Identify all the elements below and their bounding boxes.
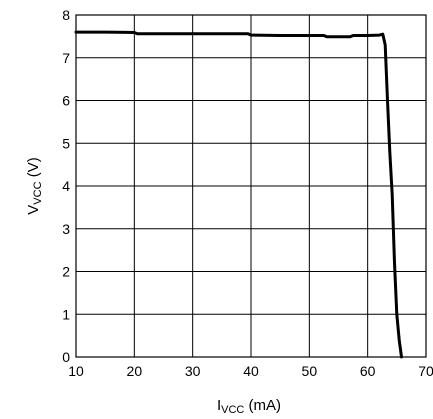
series — [74, 30, 403, 359]
x-tick-label: 30 — [185, 363, 201, 379]
x-tick-label: 60 — [360, 363, 376, 379]
x-axis-label-sub: VCC — [221, 404, 244, 416]
x-axis-label: IVCC (mA) — [217, 397, 281, 416]
x-axis-label-unit: (mA) — [244, 397, 281, 414]
x-tick-label: 10 — [68, 363, 84, 379]
x-tick-label: 50 — [302, 363, 318, 379]
grid — [75, 14, 427, 358]
y-tick-label: 5 — [62, 135, 70, 151]
y-axis-label-main: V — [25, 205, 42, 215]
y-tick-label: 6 — [62, 93, 70, 109]
x-tick-label: 40 — [243, 363, 259, 379]
y-tick-label: 0 — [62, 349, 70, 365]
y-axis-label-sub: VCC — [32, 181, 44, 204]
x-tick-labels: 10 20 30 40 50 60 70 — [68, 363, 433, 379]
plot-frame — [75, 14, 427, 358]
x-tick-label: 20 — [127, 363, 143, 379]
series-line-0 — [74, 30, 403, 359]
x-axis-label-main: I — [217, 397, 221, 414]
y-tick-label: 4 — [62, 178, 70, 194]
x-tick-label: 70 — [418, 363, 433, 379]
y-tick-label: 3 — [62, 221, 70, 237]
y-tick-label: 8 — [62, 7, 70, 23]
y-axis-label-unit: (V) — [25, 157, 42, 181]
y-tick-label: 2 — [62, 264, 70, 280]
y-tick-labels: 0 1 2 3 4 5 6 7 8 — [62, 7, 70, 365]
y-tick-label: 1 — [62, 306, 70, 322]
y-tick-label: 7 — [62, 50, 70, 66]
y-axis-label: VVCC (V) — [25, 157, 44, 214]
